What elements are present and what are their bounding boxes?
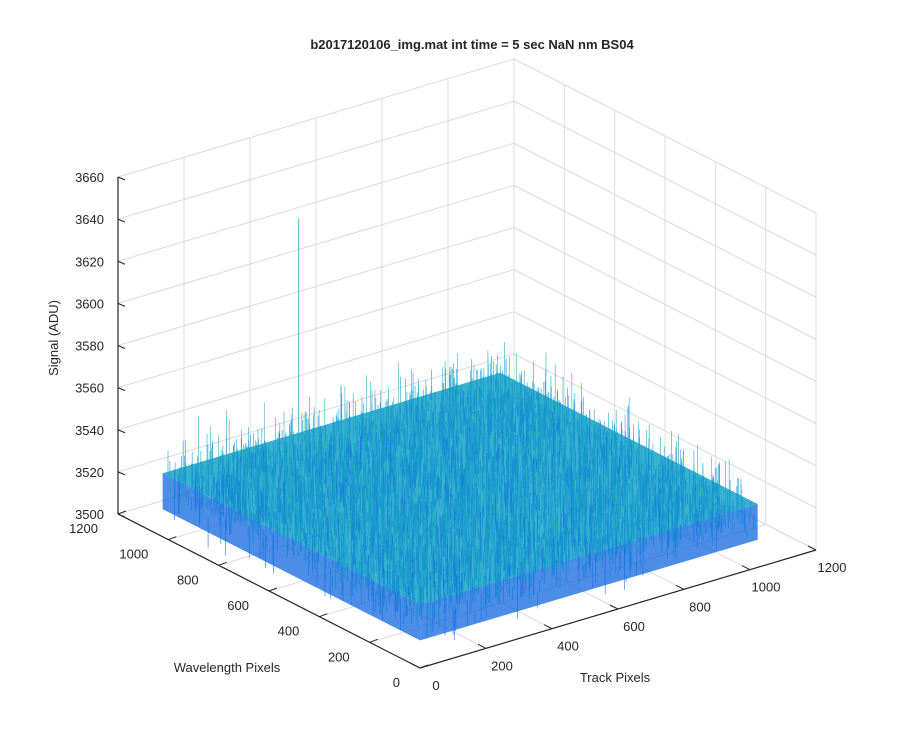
gridline bbox=[117, 353, 515, 473]
surface-side-front bbox=[420, 503, 758, 641]
surface-side-left bbox=[162, 473, 421, 641]
surface bbox=[162, 218, 758, 641]
gridline bbox=[117, 142, 515, 262]
gridline bbox=[513, 227, 817, 382]
gridline bbox=[117, 184, 515, 304]
gridline bbox=[513, 269, 817, 425]
gridline bbox=[513, 142, 817, 298]
gridline bbox=[117, 311, 515, 431]
gridline bbox=[513, 100, 817, 256]
gridline bbox=[117, 269, 515, 389]
gridline bbox=[117, 58, 515, 178]
gridline bbox=[513, 58, 817, 214]
gridline bbox=[117, 227, 515, 346]
gridline bbox=[513, 353, 817, 509]
gridline bbox=[117, 100, 515, 220]
gridline bbox=[513, 311, 817, 467]
gridline bbox=[513, 184, 817, 340]
